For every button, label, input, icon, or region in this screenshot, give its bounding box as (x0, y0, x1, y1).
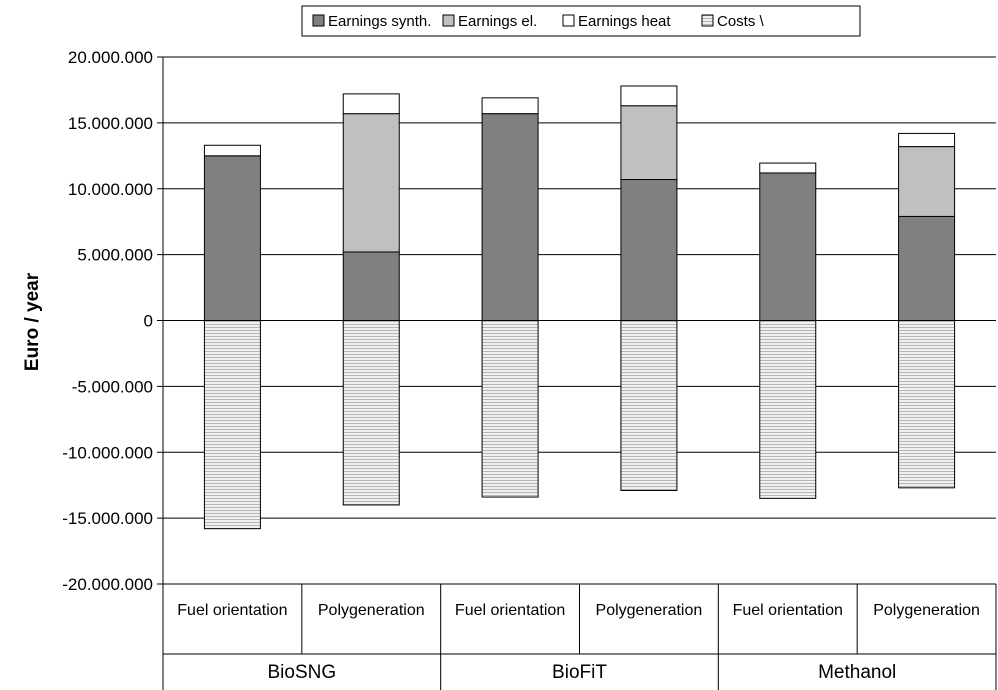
bar-segment (620, 85, 678, 107)
x-group-label: BioSNG (268, 662, 337, 683)
plot-area: 20.000.000 15.000.000 10.000.000 5.000.000 0… (62, 48, 997, 690)
bar-segment (759, 172, 817, 321)
bar-segment (203, 155, 261, 321)
bar-segment (481, 320, 539, 498)
bar-segment (759, 320, 817, 499)
legend-swatch (701, 14, 714, 27)
x-category-label: Polygeneration (873, 602, 980, 619)
legend-label: Earnings el. (458, 13, 537, 30)
bar-segment (203, 320, 261, 530)
bar-segment (898, 320, 956, 489)
bar-segment (342, 320, 400, 506)
bar-segment (481, 113, 539, 321)
legend-box (301, 5, 861, 37)
legend-label: Earnings heat (578, 13, 671, 30)
bar-segment (342, 113, 400, 253)
legend: Earnings synth. Earnings el. Earnings heat… (301, 5, 861, 37)
bar-segment (203, 144, 261, 157)
bar-segment (342, 93, 400, 115)
bar-segment (342, 251, 400, 322)
y-tick-label: 10.000.000 (68, 180, 153, 199)
legend-label: Costs \ (717, 13, 765, 30)
x-category-label: Fuel orientation (455, 602, 565, 619)
legend-swatch (442, 14, 455, 27)
bar-segment (620, 320, 678, 491)
legend-swatch (312, 14, 325, 27)
y-tick-label: 5.000.000 (77, 246, 153, 265)
x-group-label: Methanol (818, 662, 896, 683)
y-axis-title: Euro / year (22, 272, 43, 371)
bar-segment (759, 162, 817, 174)
x-group-label: BioFiT (552, 662, 607, 683)
bar-segment (898, 215, 956, 321)
y-tick-label: 15.000.000 (68, 114, 153, 133)
bar-segment (898, 132, 956, 148)
x-category-label: Polygeneration (596, 602, 703, 619)
x-category-label: Polygeneration (318, 602, 425, 619)
bar-segment (898, 146, 956, 217)
y-tick-label: -10.000.000 (62, 443, 153, 462)
bar-segment (620, 179, 678, 321)
y-tick-label: 0 (144, 312, 153, 331)
x-category-label: Fuel orientation (177, 602, 287, 619)
y-tick-label: -5.000.000 (72, 377, 153, 396)
legend-swatch (562, 14, 575, 27)
y-tick-label: -15.000.000 (62, 509, 153, 528)
y-tick-label: -20.000.000 (62, 575, 153, 594)
bar-segment (481, 97, 539, 115)
x-category-label: Fuel orientation (733, 602, 843, 619)
bar-segment (620, 105, 678, 181)
y-tick-label: 20.000.000 (68, 48, 153, 67)
legend-label: Earnings synth. (328, 13, 431, 30)
